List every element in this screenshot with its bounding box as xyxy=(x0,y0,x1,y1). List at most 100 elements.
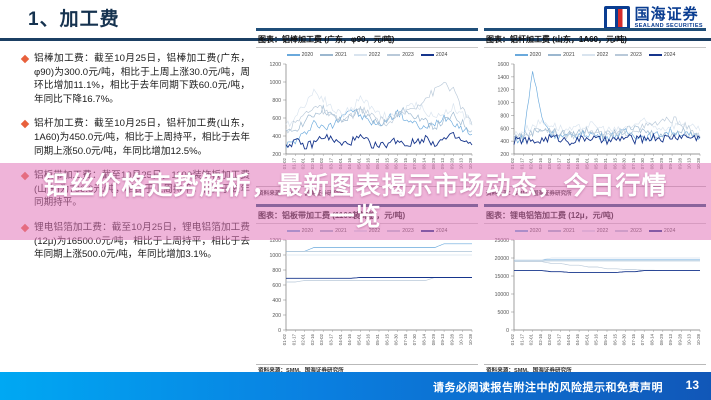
legend-swatch-icon xyxy=(548,53,562,56)
chart-title: 图表：铝棒加工费 (广东，φ90，元/吨) xyxy=(258,34,395,44)
svg-text:10-13: 10-13 xyxy=(459,157,464,169)
chart-svg: 200 400 600 800 1000 1200 1400 1600 01-02 01-17 02… xyxy=(497,62,701,169)
chart-plot-area: 200 400 600 800 1000 1200 01-02 01-17 02-01 02-16… xyxy=(256,60,478,176)
svg-text:09-13: 09-13 xyxy=(668,157,673,169)
svg-text:09-28: 09-28 xyxy=(677,333,682,345)
svg-text:02-16: 02-16 xyxy=(310,157,315,169)
svg-text:02-01: 02-01 xyxy=(529,333,534,345)
svg-text:10-13: 10-13 xyxy=(687,157,692,169)
svg-text:04-16: 04-16 xyxy=(347,333,352,345)
svg-text:09-28: 09-28 xyxy=(677,157,682,169)
svg-text:01-02: 01-02 xyxy=(282,333,287,345)
promo-overlay-text: 铝丝价格走势解析，最新图表揭示市场动态，今日行情一览 xyxy=(43,171,668,231)
legend-entry: 2023 xyxy=(387,52,414,58)
diamond-bullet-icon xyxy=(20,120,30,129)
chart-series-line xyxy=(285,131,473,150)
page-title: 1、加工费 xyxy=(28,9,120,30)
legend-swatch-icon xyxy=(514,53,528,56)
svg-text:05-31: 05-31 xyxy=(375,333,380,345)
svg-text:1400: 1400 xyxy=(497,74,509,80)
svg-text:01-17: 01-17 xyxy=(519,333,524,345)
chart-series-line xyxy=(514,257,700,260)
svg-text:05-31: 05-31 xyxy=(375,157,380,169)
svg-text:03-17: 03-17 xyxy=(557,333,562,345)
chart-legend: 2020 2021 2022 2023 2024 xyxy=(484,52,706,58)
svg-text:03-02: 03-02 xyxy=(319,333,324,345)
chart-plot-area: 200 400 600 800 1000 1200 1400 1600 01-02 01-17 02… xyxy=(484,60,706,176)
svg-text:02-01: 02-01 xyxy=(301,157,306,169)
svg-text:200: 200 xyxy=(272,152,281,158)
svg-text:02-16: 02-16 xyxy=(538,157,543,169)
legend-label: 2022 xyxy=(368,51,381,58)
svg-text:01-17: 01-17 xyxy=(291,157,296,169)
svg-text:06-30: 06-30 xyxy=(394,157,399,169)
svg-text:1200: 1200 xyxy=(497,87,509,93)
svg-text:06-15: 06-15 xyxy=(612,333,617,345)
svg-text:07-30: 07-30 xyxy=(640,333,645,345)
svg-text:05-31: 05-31 xyxy=(603,157,608,169)
legend-label: 2024 xyxy=(663,51,676,58)
chart-accent-bar xyxy=(484,28,706,31)
svg-text:10-28: 10-28 xyxy=(696,157,701,169)
chart-svg: 0 200 400 600 800 1000 1200 01-02 01-17 02-01 02-1… xyxy=(269,238,473,345)
svg-text:08-14: 08-14 xyxy=(650,333,655,345)
svg-text:04-01: 04-01 xyxy=(566,333,571,345)
svg-text:08-29: 08-29 xyxy=(659,333,664,345)
svg-text:04-01: 04-01 xyxy=(338,157,343,169)
svg-text:03-02: 03-02 xyxy=(547,157,552,169)
svg-text:05-16: 05-16 xyxy=(594,333,599,345)
svg-text:09-28: 09-28 xyxy=(449,333,454,345)
legend-swatch-icon xyxy=(320,53,334,56)
chart-title-divider xyxy=(256,46,478,48)
svg-text:03-17: 03-17 xyxy=(557,157,562,169)
svg-text:600: 600 xyxy=(272,283,281,289)
legend-entry: 2021 xyxy=(320,52,347,58)
chart-legend: 2020 2021 2022 2023 2024 xyxy=(256,52,478,58)
chart-series-line xyxy=(286,276,472,279)
svg-text:09-13: 09-13 xyxy=(440,333,445,345)
promo-overlay-band xyxy=(0,163,711,240)
legend-entry: 2022 xyxy=(581,52,608,58)
svg-text:02-01: 02-01 xyxy=(529,157,534,169)
legend-entry: 2022 xyxy=(353,51,381,58)
svg-text:08-29: 08-29 xyxy=(431,157,436,169)
chart-svg: 200 400 600 800 1000 1200 01-02 01-17 02-01 02-16… xyxy=(269,62,473,169)
svg-text:400: 400 xyxy=(272,298,281,304)
chart-series-line xyxy=(513,116,701,136)
legend-label: 2023 xyxy=(402,51,414,58)
list-item: 铝棒加工费：截至10月25日，铝棒加工费(广东，φ90)为300.0元/吨，相比… xyxy=(20,52,250,106)
svg-text:09-13: 09-13 xyxy=(440,157,445,169)
chart-title-divider xyxy=(484,46,706,48)
chart-series-line xyxy=(514,260,700,271)
chart-series-line xyxy=(285,108,473,148)
svg-text:01-02: 01-02 xyxy=(510,157,515,169)
svg-text:04-01: 04-01 xyxy=(338,333,343,345)
svg-text:01-02: 01-02 xyxy=(282,157,287,169)
chart-title: 图表：铝杆加工费 (山东，1A60，元/吨) xyxy=(486,34,627,44)
svg-text:10-28: 10-28 xyxy=(696,333,701,345)
svg-text:15000: 15000 xyxy=(495,274,510,280)
svg-text:07-30: 07-30 xyxy=(640,157,645,169)
legend-label: 2020 xyxy=(301,51,314,58)
svg-text:5000: 5000 xyxy=(497,310,509,316)
legend-swatch-icon xyxy=(286,53,300,56)
svg-text:08-29: 08-29 xyxy=(659,157,664,169)
svg-text:800: 800 xyxy=(500,113,509,119)
svg-text:08-14: 08-14 xyxy=(422,333,427,345)
legend-entry: 2021 xyxy=(548,52,575,58)
legend-label: 2023 xyxy=(630,51,642,58)
svg-text:400: 400 xyxy=(500,139,509,145)
svg-text:1000: 1000 xyxy=(269,253,281,259)
svg-text:05-16: 05-16 xyxy=(594,157,599,169)
svg-text:05-01: 05-01 xyxy=(584,157,589,169)
list-item: 铝杆加工费：截至10月25日，铝杆加工费(山东，1A60)为450.0元/吨，相… xyxy=(20,117,250,158)
svg-text:06-15: 06-15 xyxy=(384,157,389,169)
svg-text:02-16: 02-16 xyxy=(538,333,543,345)
legend-label: 2021 xyxy=(563,51,575,58)
svg-text:1200: 1200 xyxy=(269,238,281,244)
svg-text:10000: 10000 xyxy=(495,292,510,298)
svg-text:05-31: 05-31 xyxy=(603,333,608,345)
svg-text:01-17: 01-17 xyxy=(291,333,296,345)
footer-bar: 请务必阅读报告附注中的风险提示和免责声明 13 xyxy=(0,372,711,400)
svg-text:03-17: 03-17 xyxy=(329,157,334,169)
